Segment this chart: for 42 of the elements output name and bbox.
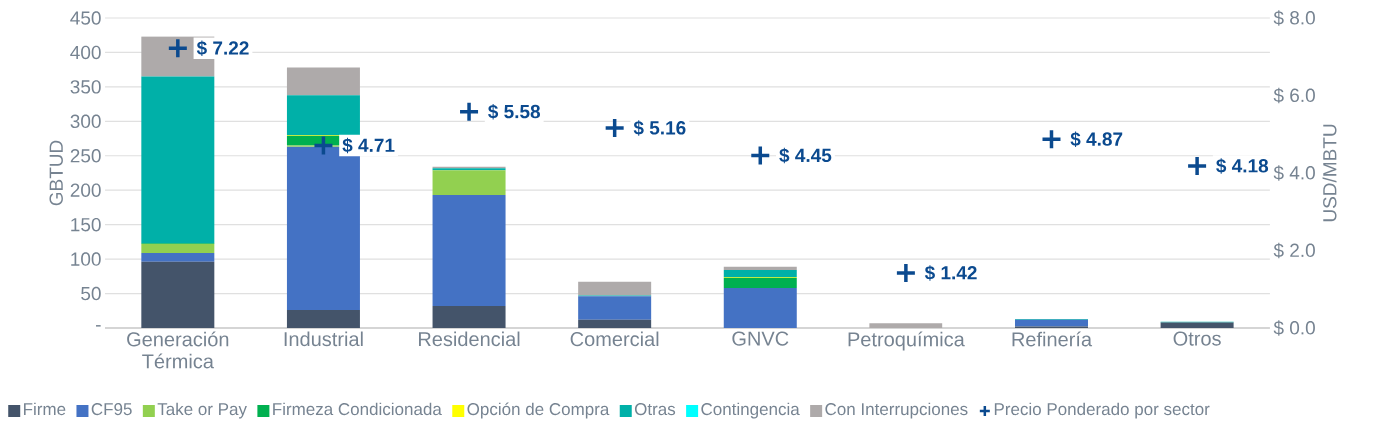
y2-tick-label: $ 2.0 [1273, 242, 1315, 259]
legend-label: Take or Pay [157, 402, 247, 419]
y-tick-label: 400 [70, 45, 101, 60]
y2-tick-label: $ 0.0 [1273, 320, 1315, 336]
y-tick-label: 50 [81, 286, 101, 301]
y-axis-title: GBTUD [49, 140, 63, 206]
y2-tick-label: $ 4.0 [1273, 165, 1315, 181]
y-tick-label: - [96, 325, 101, 327]
legend-label: Otras [634, 403, 676, 416]
y-tick-label: 450 [70, 11, 101, 25]
y-tick-label: 350 [70, 80, 101, 94]
y2-tick-label: $ 8.0 [1273, 10, 1315, 26]
data-label: $ 4.18 [1216, 158, 1269, 174]
legend-label: Opción de Compra [467, 402, 610, 419]
x-tick-label: Industrial [284, 331, 363, 347]
legend-label: Precio Ponderado por sector [994, 402, 1210, 419]
legend-label: Con Interrupciones [825, 402, 968, 419]
data-label: $ 4.71 [342, 137, 395, 154]
x-tick-label: Otros [1173, 331, 1221, 346]
y2-axis-title: USD/MBTU [1322, 124, 1337, 222]
data-label: $ 5.16 [633, 120, 686, 136]
x-tick-label: Residencial [419, 331, 520, 347]
y-tick-label: 100 [71, 252, 101, 266]
x-tick-label: Comercial [570, 331, 659, 347]
y-tick-label: 200 [70, 183, 101, 197]
data-label: $ 1.42 [924, 265, 977, 281]
legend-label: Contingencia [701, 402, 800, 419]
x-tick-label: Petroquímica [848, 331, 965, 351]
y-tick-label: 300 [70, 114, 101, 129]
data-label: $ 5.58 [488, 104, 541, 120]
x-tick-label: Generación Térmica [127, 331, 229, 369]
legend-label: Firmeza Condicionada [273, 402, 442, 416]
y-tick-label: 150 [71, 217, 101, 232]
legend-label: Firme [24, 402, 66, 416]
data-label: $ 7.22 [196, 40, 249, 56]
data-label: $ 4.45 [779, 147, 832, 164]
x-tick-label: Refinería [1012, 331, 1093, 347]
x-tick-label: GNVC [732, 331, 789, 346]
y-tick-label: 250 [70, 149, 101, 163]
legend-label: CF95 [91, 403, 132, 416]
y2-tick-label: $ 6.0 [1273, 87, 1315, 104]
data-label: $ 4.87 [1070, 131, 1123, 148]
